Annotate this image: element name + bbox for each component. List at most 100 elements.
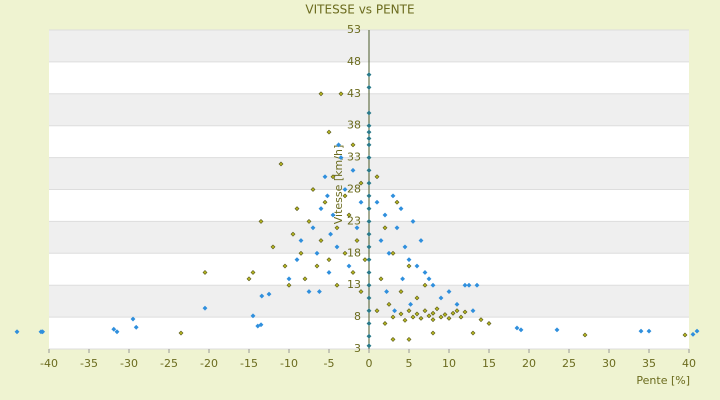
- point: [366, 129, 372, 135]
- point: [318, 206, 324, 212]
- point: [406, 257, 412, 263]
- point: [366, 244, 372, 250]
- x-tick-label: -25: [160, 357, 178, 370]
- y-tick-label: 38: [347, 119, 361, 132]
- point: [366, 142, 372, 148]
- point: [478, 317, 484, 323]
- y-tick-label: 28: [347, 183, 361, 196]
- point: [334, 282, 340, 288]
- point: [426, 313, 432, 319]
- point: [326, 129, 332, 135]
- point: [314, 263, 320, 269]
- point: [358, 180, 364, 186]
- point: [366, 218, 372, 224]
- point: [133, 324, 139, 330]
- point: [350, 142, 356, 148]
- point: [682, 332, 688, 338]
- point: [394, 199, 400, 205]
- point: [406, 308, 412, 314]
- point: [322, 174, 328, 180]
- point: [694, 328, 700, 334]
- point: [390, 193, 396, 199]
- point: [438, 314, 444, 320]
- point: [111, 326, 117, 332]
- y-tick-label: 23: [347, 214, 361, 227]
- point: [202, 305, 208, 311]
- point: [470, 308, 476, 314]
- point: [258, 322, 264, 328]
- point: [408, 301, 414, 307]
- point: [422, 270, 428, 275]
- point: [454, 308, 460, 314]
- point: [378, 276, 384, 282]
- point: [366, 193, 372, 199]
- point: [40, 329, 46, 335]
- point: [310, 187, 316, 192]
- point: [554, 327, 560, 333]
- point: [354, 225, 360, 231]
- point: [374, 174, 380, 180]
- x-tick-label: -35: [80, 357, 98, 370]
- y-tick-label: 13: [347, 278, 361, 291]
- point: [286, 276, 292, 282]
- point: [514, 325, 520, 331]
- point: [402, 317, 408, 323]
- point: [450, 310, 456, 316]
- point: [386, 301, 392, 307]
- point: [290, 231, 296, 237]
- point: [378, 238, 384, 243]
- point: [366, 270, 372, 275]
- point: [390, 250, 396, 256]
- point: [386, 250, 392, 256]
- y-axis-label: Vitesse [km/h]: [332, 145, 345, 225]
- point: [338, 155, 344, 161]
- point: [582, 332, 588, 338]
- series: [14, 142, 700, 337]
- point: [382, 212, 388, 218]
- x-tick-label: 0: [366, 357, 373, 370]
- point: [306, 218, 312, 224]
- point: [310, 225, 316, 231]
- y-tick-label: 48: [347, 55, 361, 68]
- series: [366, 72, 372, 349]
- point: [398, 206, 404, 212]
- point: [366, 84, 372, 90]
- point: [382, 225, 388, 231]
- point: [302, 276, 308, 282]
- point: [422, 308, 428, 314]
- y-tick-label: 8: [354, 310, 361, 323]
- x-tick-label: -10: [280, 357, 298, 370]
- point: [342, 187, 348, 192]
- point: [330, 212, 336, 218]
- point: [374, 199, 380, 205]
- point: [178, 330, 184, 336]
- point: [270, 244, 276, 250]
- point: [306, 289, 312, 295]
- point: [454, 301, 460, 307]
- point: [354, 238, 360, 243]
- point: [430, 330, 436, 336]
- x-tick-label: 40: [682, 357, 696, 370]
- point: [466, 282, 472, 288]
- point: [446, 315, 452, 321]
- point: [258, 218, 264, 224]
- point: [346, 263, 352, 269]
- point: [410, 314, 416, 320]
- point: [690, 331, 696, 337]
- point: [255, 323, 261, 329]
- point: [366, 110, 372, 116]
- point: [430, 317, 436, 323]
- point: [646, 328, 652, 334]
- point: [486, 321, 492, 326]
- point: [326, 257, 332, 263]
- point: [286, 282, 292, 288]
- point: [266, 291, 272, 297]
- point: [334, 244, 340, 250]
- point: [406, 337, 412, 342]
- x-tick-label: 30: [602, 357, 616, 370]
- x-axis-label: Pente [%]: [636, 374, 690, 387]
- point: [438, 295, 444, 301]
- point: [366, 282, 372, 288]
- point: [294, 206, 300, 212]
- point: [390, 337, 396, 342]
